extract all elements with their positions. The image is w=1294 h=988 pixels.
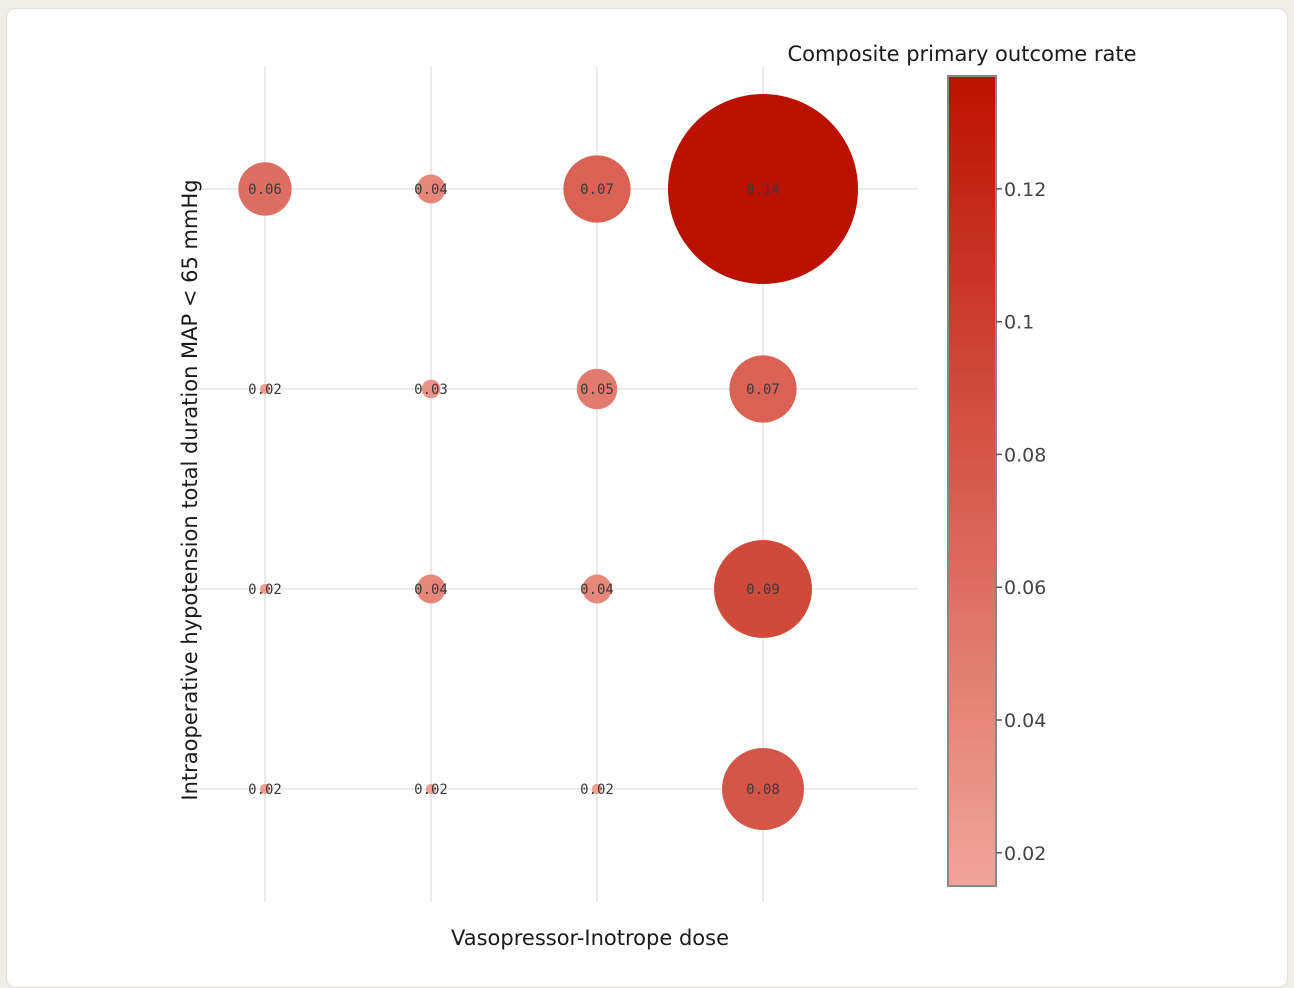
bubble-3-3	[576, 368, 618, 410]
bubble-1-3	[259, 383, 271, 395]
colorbar-title: Composite primary outcome rate	[787, 42, 1136, 66]
x-axis-title: Vasopressor-Inotrope dose	[451, 926, 729, 950]
bubble-4-1	[722, 748, 804, 830]
bubble-4-3	[729, 355, 797, 423]
colorbar	[947, 75, 997, 887]
bubble-label-1-2: 0.02	[248, 582, 282, 598]
bubble-4-2	[714, 540, 812, 638]
bubble-label-3-1: 0.02	[580, 782, 614, 798]
bubble-label-1-3: 0.02	[248, 382, 282, 398]
bubble-label-3-4: 0.07	[580, 182, 614, 198]
bubble-label-4-2: 0.09	[746, 582, 780, 598]
colorbar-tick-label: 0.12	[1004, 179, 1046, 201]
bubble-label-2-4: 0.04	[414, 182, 448, 198]
bubble-label-2-3: 0.03	[414, 382, 448, 398]
bubble-label-4-3: 0.07	[746, 382, 780, 398]
bubble-label-1-4: 0.06	[248, 182, 282, 198]
bubble-1-1	[259, 783, 271, 795]
bubble-1-4	[238, 162, 292, 216]
bubble-label-3-3: 0.05	[580, 382, 614, 398]
colorbar-tick-label: 0.08	[1004, 444, 1046, 466]
colorbar-tick-label: 0.04	[1004, 710, 1046, 732]
bubble-labels: 0.06 0.04 0.07 0.14 0.02 0.03 0.05 0.07 0.02 0.04…	[248, 182, 780, 798]
bubble-label-4-4: 0.14	[746, 182, 780, 198]
chart-card: 0.06 0.04 0.07 0.14 0.02 0.03 0.05 0.07 0.02 0.04…	[6, 8, 1288, 988]
bubble-label-2-1: 0.02	[414, 782, 448, 798]
bubble-label-3-2: 0.04	[580, 582, 614, 598]
bubble-2-4	[416, 174, 446, 204]
bubble-2-1	[425, 783, 437, 795]
bubble-3-4	[563, 155, 631, 223]
bubble-1-2	[259, 583, 271, 595]
bubble-chart: 0.06 0.04 0.07 0.14 0.02 0.03 0.05 0.07 0.02 0.04…	[178, 42, 1137, 950]
bubble-label-4-1: 0.08	[746, 782, 780, 798]
bubbles	[238, 94, 858, 830]
bubble-2-3	[421, 379, 441, 399]
y-axis-title: Intraoperative hypotension total duratio…	[178, 179, 202, 800]
bubble-3-2	[582, 574, 612, 604]
bubble-label-1-1: 0.02	[248, 782, 282, 798]
colorbar-tick-label: 0.06	[1004, 577, 1046, 599]
bubble-label-2-2: 0.04	[414, 582, 448, 598]
bubble-2-2	[416, 574, 446, 604]
bubble-3-1	[591, 783, 603, 795]
colorbar-tick-label: 0.1	[1004, 312, 1034, 334]
colorbar-ticks: 0.02 0.04 0.06 0.08 0.1 0.12	[996, 179, 1046, 865]
colorbar-tick-label: 0.02	[1004, 843, 1046, 865]
bubble-4-4	[668, 94, 858, 284]
